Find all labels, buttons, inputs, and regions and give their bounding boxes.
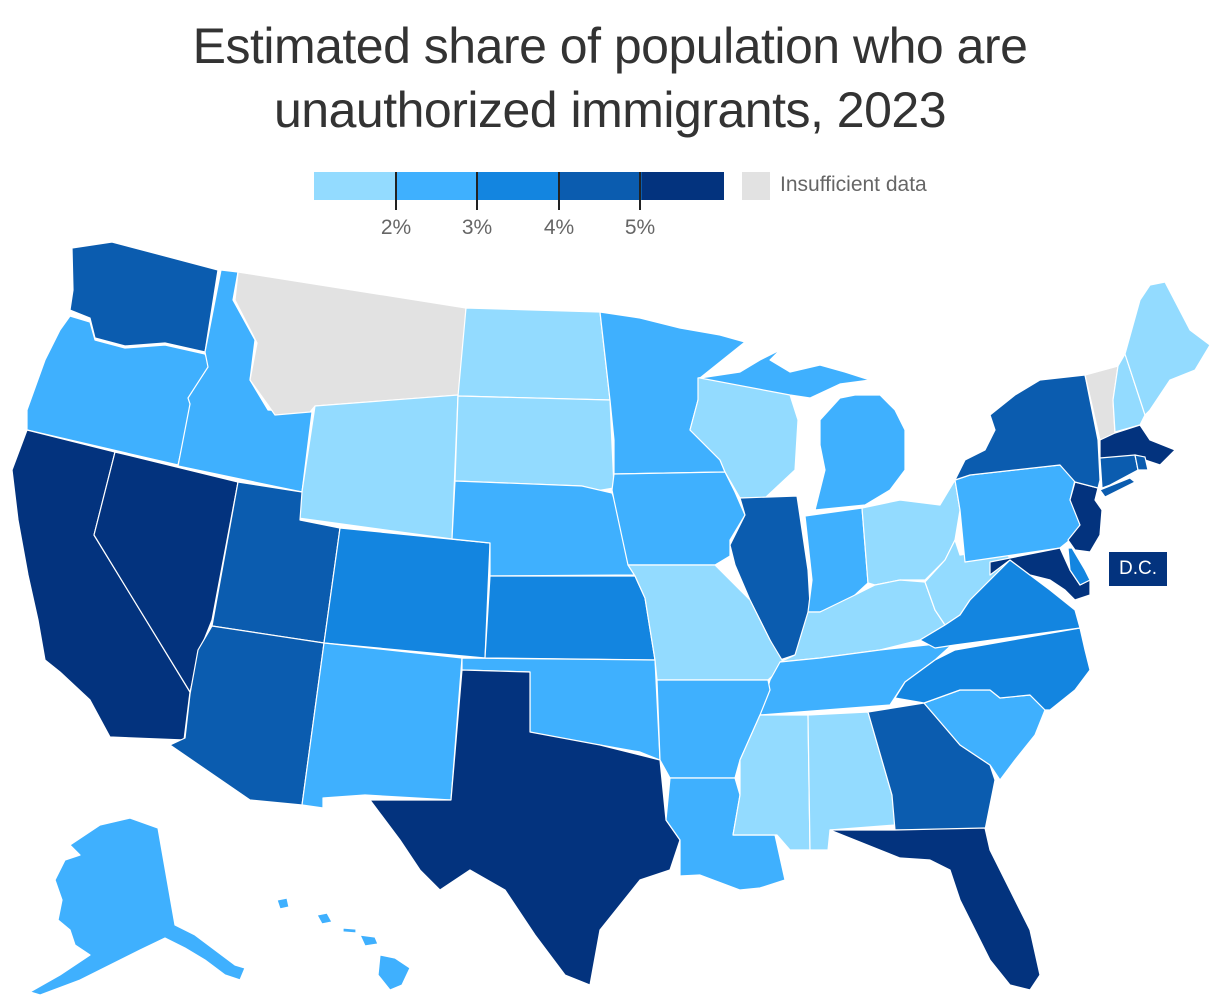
legend-tick-4 [558, 172, 560, 210]
state-HI-kauai[interactable] [276, 897, 290, 910]
legend-color-bar [314, 172, 724, 200]
state-MT[interactable] [234, 271, 467, 416]
state-ND[interactable] [457, 307, 611, 401]
state-NM[interactable] [301, 642, 463, 809]
legend-label-3: 3% [461, 216, 493, 239]
legend-swatch-bin-4 [560, 172, 642, 200]
state-MI-lower[interactable] [814, 394, 906, 511]
state-WY[interactable] [297, 394, 459, 540]
title-line-1: Estimated share of population who are [192, 18, 1028, 74]
state-CO[interactable] [323, 527, 491, 659]
legend-label-4: 4% [543, 216, 575, 239]
state-PA[interactable] [954, 464, 1086, 563]
state-NY-long-island[interactable] [1099, 477, 1136, 498]
chart-title: Estimated share of population who are un… [0, 14, 1220, 142]
state-HI-molokai[interactable] [342, 927, 357, 934]
legend-swatch-bin-3 [478, 172, 560, 200]
state-ME[interactable] [1124, 281, 1211, 416]
legend-tick-2 [395, 172, 397, 210]
state-DE[interactable] [1067, 547, 1091, 586]
legend-insufficient-label: Insufficient data [780, 173, 927, 196]
color-legend: 2% 3% 4% 5% Insufficient data [314, 172, 974, 242]
legend-tick-3 [476, 172, 478, 210]
state-CT[interactable] [1099, 454, 1139, 489]
state-RI[interactable] [1134, 454, 1149, 471]
state-AK[interactable] [29, 817, 246, 996]
state-ID[interactable] [177, 269, 313, 493]
legend-insufficient-swatch [742, 172, 770, 200]
legend-label-5: 5% [624, 216, 656, 239]
state-MI-upper[interactable] [699, 329, 871, 399]
state-NJ[interactable] [1067, 481, 1103, 553]
state-KS[interactable] [484, 575, 656, 661]
dc-callout-badge[interactable]: D.C. [1109, 552, 1167, 586]
title-line-2: unauthorized immigrants, 2023 [274, 82, 947, 138]
state-WA[interactable] [69, 241, 219, 353]
legend-swatch-bin-5 [642, 172, 724, 200]
legend-swatch-bin-1 [314, 172, 396, 200]
state-HI-maui[interactable] [359, 934, 379, 947]
state-FL[interactable] [829, 827, 1041, 991]
state-TX[interactable] [369, 669, 681, 986]
state-NC[interactable] [894, 627, 1091, 711]
state-HI-big[interactable] [377, 954, 411, 991]
state-SD[interactable] [454, 395, 615, 492]
legend-tick-5 [639, 172, 641, 210]
us-choropleth-map [11, 241, 1211, 996]
legend-swatch-bin-2 [396, 172, 478, 200]
state-IA[interactable] [611, 471, 746, 566]
legend-label-2: 2% [380, 216, 412, 239]
state-HI-oahu[interactable] [316, 912, 333, 925]
